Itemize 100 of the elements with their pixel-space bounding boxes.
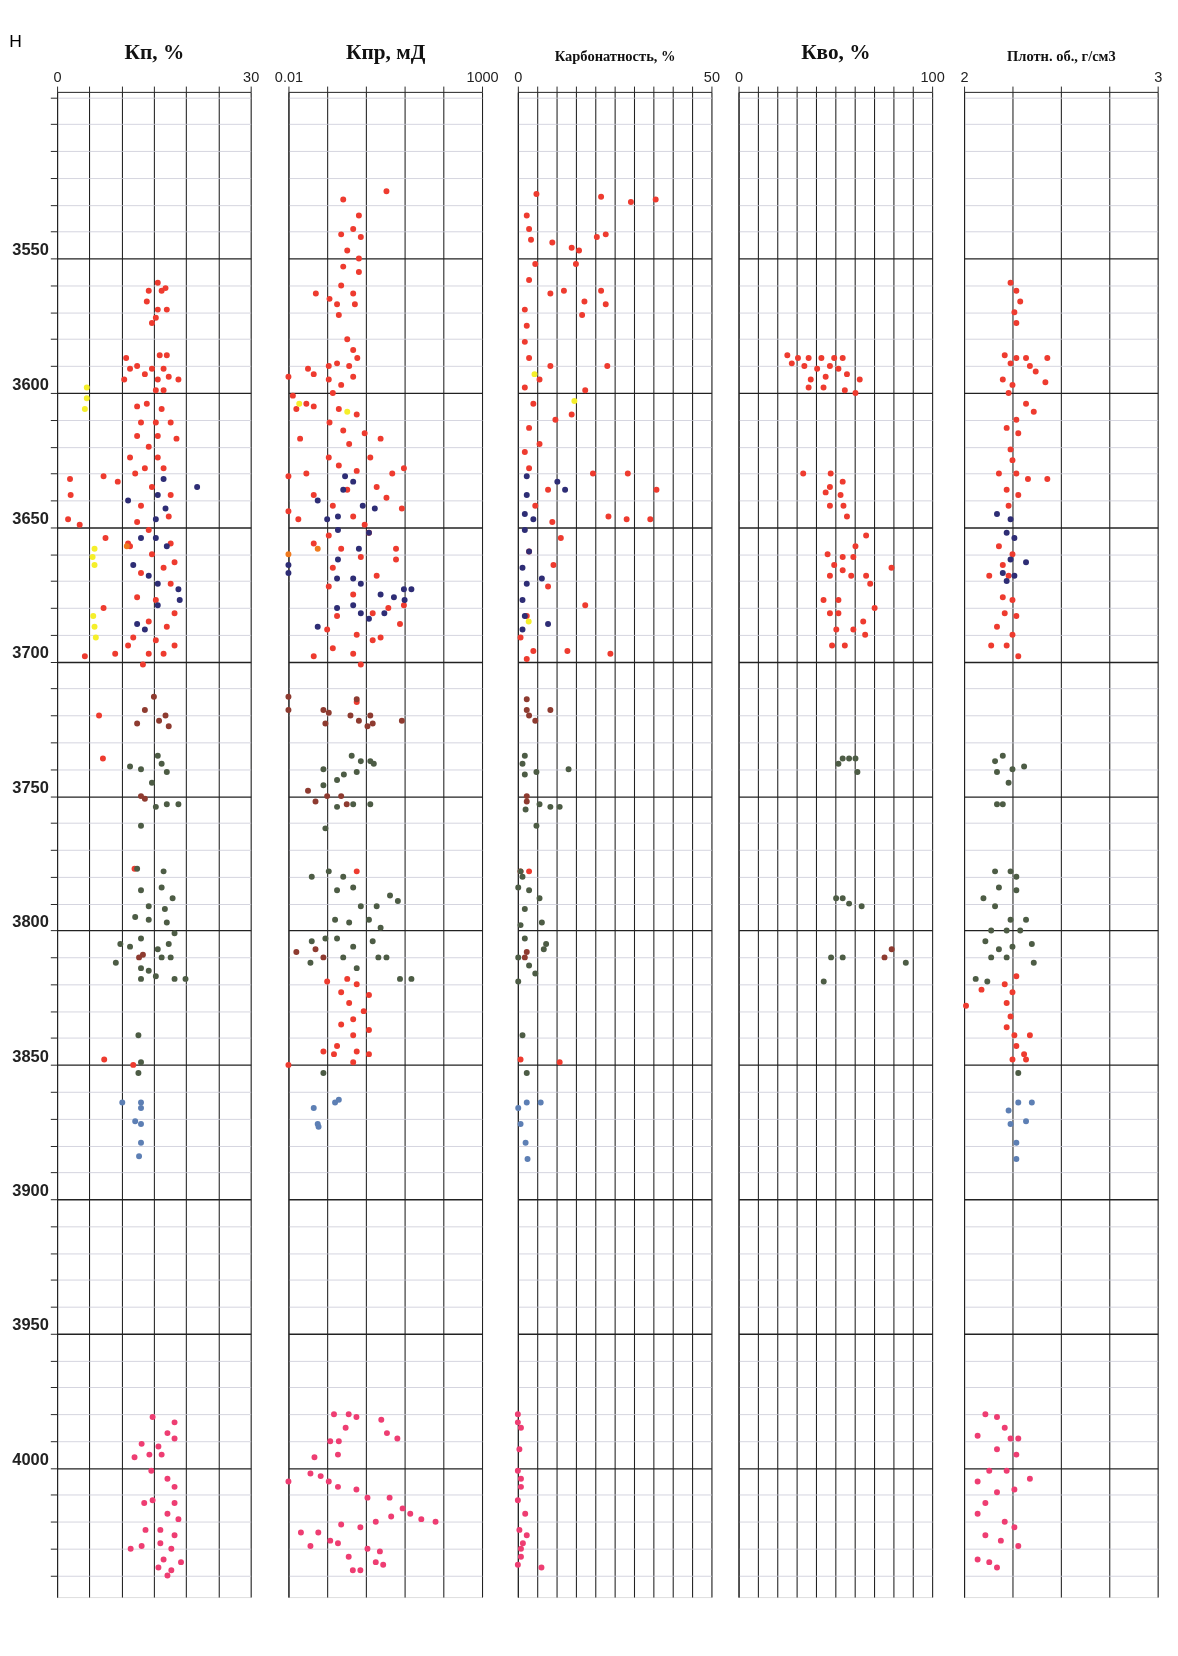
x-tick-label: 0.01 xyxy=(274,68,304,85)
point xyxy=(1003,927,1010,934)
point xyxy=(848,572,855,579)
x-tick-label: 0 xyxy=(734,68,744,85)
point xyxy=(822,489,829,496)
point xyxy=(1003,1024,1010,1031)
point xyxy=(999,570,1006,576)
point xyxy=(994,510,1000,517)
point xyxy=(536,895,543,902)
point xyxy=(1024,475,1031,482)
point xyxy=(1013,1155,1020,1162)
point xyxy=(1011,535,1018,542)
point xyxy=(515,954,522,961)
x-axis-title: Карбонатность, % xyxy=(554,48,676,65)
point xyxy=(860,618,867,625)
point xyxy=(515,884,522,891)
point xyxy=(556,803,563,810)
point xyxy=(1003,1467,1010,1474)
point xyxy=(562,486,569,493)
point xyxy=(1011,572,1018,579)
point xyxy=(800,470,807,477)
point xyxy=(1013,416,1020,423)
point xyxy=(974,1432,981,1439)
point xyxy=(1009,631,1016,638)
point xyxy=(1009,551,1016,558)
point xyxy=(1007,916,1014,923)
point xyxy=(1013,1043,1020,1050)
point xyxy=(801,363,808,370)
point xyxy=(1009,457,1016,464)
point xyxy=(820,384,827,391)
point xyxy=(1005,389,1012,396)
point xyxy=(516,1526,523,1533)
point xyxy=(994,1414,1000,1420)
point xyxy=(858,903,865,910)
point xyxy=(835,365,842,372)
point xyxy=(902,959,909,966)
point xyxy=(999,752,1006,759)
point xyxy=(1007,556,1014,563)
point xyxy=(526,712,533,719)
point xyxy=(1015,1099,1022,1106)
y-tick-label: 3900 xyxy=(12,1180,49,1199)
point xyxy=(839,755,846,762)
point xyxy=(523,580,530,587)
point xyxy=(997,1537,1004,1544)
point xyxy=(1023,559,1030,566)
point xyxy=(1005,779,1012,786)
point xyxy=(1015,1435,1022,1442)
point xyxy=(871,604,878,611)
point xyxy=(537,1099,544,1106)
point xyxy=(1015,430,1022,437)
point xyxy=(1009,989,1016,996)
x-axis-title: Плотн. об., г/см3 xyxy=(1006,48,1116,65)
point xyxy=(824,551,831,558)
y-tick-label: 3800 xyxy=(12,912,49,931)
point xyxy=(1042,379,1049,386)
x-tick-label: 100 xyxy=(920,68,945,85)
point xyxy=(1023,1056,1030,1063)
point xyxy=(839,954,846,961)
point xyxy=(1026,1032,1033,1039)
y-tick-label: 3950 xyxy=(12,1315,49,1334)
x-axis-title: Кпр, мД xyxy=(346,40,426,65)
point xyxy=(521,527,528,533)
point xyxy=(850,626,857,633)
point xyxy=(1030,959,1037,966)
point xyxy=(532,717,539,724)
point xyxy=(1009,1056,1016,1063)
point xyxy=(1007,446,1014,453)
point xyxy=(538,1564,545,1571)
point xyxy=(999,801,1006,808)
point xyxy=(1005,1107,1012,1114)
point xyxy=(995,543,1002,550)
point xyxy=(846,900,853,907)
point xyxy=(523,1069,530,1076)
point xyxy=(999,376,1006,383)
point xyxy=(982,938,989,945)
point xyxy=(974,1478,981,1485)
point xyxy=(839,553,846,560)
point xyxy=(818,355,825,361)
point xyxy=(827,470,834,477)
point xyxy=(514,1411,521,1418)
point xyxy=(517,1553,524,1560)
point xyxy=(1003,424,1010,431)
point xyxy=(1007,279,1014,286)
point xyxy=(1028,1099,1035,1106)
point xyxy=(852,543,859,550)
point xyxy=(988,954,995,961)
point xyxy=(999,561,1006,568)
point xyxy=(995,946,1002,953)
x-tick-label: 0 xyxy=(514,68,523,85)
point xyxy=(1005,572,1012,579)
point xyxy=(1003,954,1010,961)
point xyxy=(1032,368,1039,375)
point xyxy=(881,954,888,961)
point xyxy=(839,355,846,361)
point xyxy=(1003,486,1010,493)
point xyxy=(515,1104,522,1111)
point xyxy=(856,376,863,383)
point xyxy=(1015,492,1022,499)
y-tick-label: 3650 xyxy=(12,508,49,527)
point xyxy=(519,1032,526,1039)
